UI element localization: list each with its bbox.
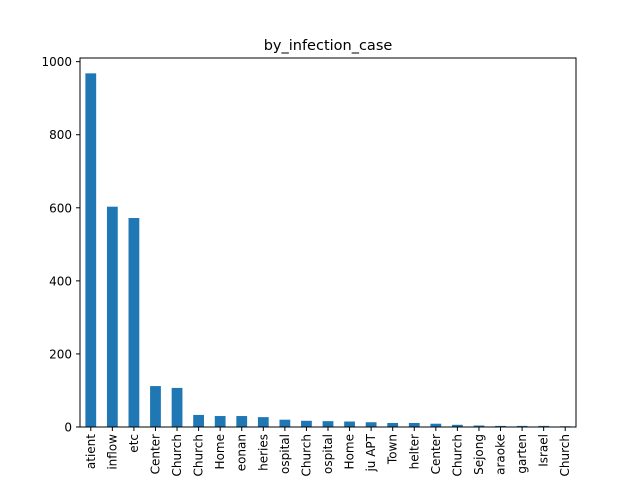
x-tick-label: Israel — [537, 434, 551, 467]
x-tick-label: etc — [127, 434, 141, 453]
bar — [365, 422, 377, 427]
bar — [538, 425, 550, 427]
bars-layer — [85, 73, 571, 428]
x-tick-label: Center — [148, 434, 162, 474]
bar — [150, 386, 161, 427]
x-tick-label: araoke — [494, 434, 508, 475]
x-tick-label: atient — [84, 434, 98, 469]
bar — [408, 422, 420, 427]
bar — [301, 420, 312, 427]
x-tick-label: Home — [343, 434, 357, 469]
x-tick-label: Town — [386, 434, 400, 465]
x-tick-label: Church — [299, 434, 313, 476]
chart-title: by_infection_case — [264, 38, 393, 54]
x-tick-label: eonan — [235, 434, 249, 471]
y-tick-label: 400 — [49, 274, 72, 288]
x-tick-label: ju APT — [364, 433, 378, 472]
bar — [473, 425, 485, 427]
bar — [236, 416, 248, 427]
y-tick-label: 600 — [49, 201, 72, 215]
x-tick-label: Home — [213, 434, 227, 469]
y-tick-label: 0 — [64, 421, 72, 435]
x-tick-label: garten — [515, 434, 529, 474]
bar — [495, 425, 506, 427]
bar — [171, 387, 183, 427]
bar — [85, 73, 97, 428]
x-axis: atient inflow etc Center Church Church Home eon… — [84, 427, 572, 476]
x-tick-label: Center — [429, 434, 443, 474]
x-tick-label: Church — [192, 434, 206, 476]
bar — [516, 425, 528, 427]
bar — [257, 417, 269, 427]
x-tick-label: Church — [558, 434, 572, 476]
x-tick-label: Church — [170, 434, 184, 476]
y-tick-label: 800 — [49, 128, 72, 142]
bar — [430, 423, 442, 427]
bar — [452, 424, 463, 427]
bar — [128, 218, 140, 427]
x-tick-label: inflow — [105, 434, 119, 470]
x-tick-label: Church — [450, 434, 464, 476]
x-tick-label: Sejong — [472, 434, 486, 475]
bar — [387, 422, 399, 427]
bar — [106, 206, 118, 427]
x-tick-label: helter — [407, 434, 421, 469]
x-tick-label: ospital — [278, 434, 292, 474]
bar — [279, 419, 291, 427]
bar — [344, 421, 355, 427]
x-tick-label: ospital — [321, 434, 335, 474]
y-tick-label: 200 — [49, 347, 72, 361]
y-tick-label: 1000 — [41, 55, 72, 69]
bar — [193, 414, 204, 427]
x-tick-label: heries — [256, 434, 270, 471]
bar — [322, 421, 334, 427]
plot-frame — [79, 57, 577, 428]
y-axis: 0 200 400 600 800 1000 — [41, 55, 80, 435]
bar — [214, 416, 226, 427]
